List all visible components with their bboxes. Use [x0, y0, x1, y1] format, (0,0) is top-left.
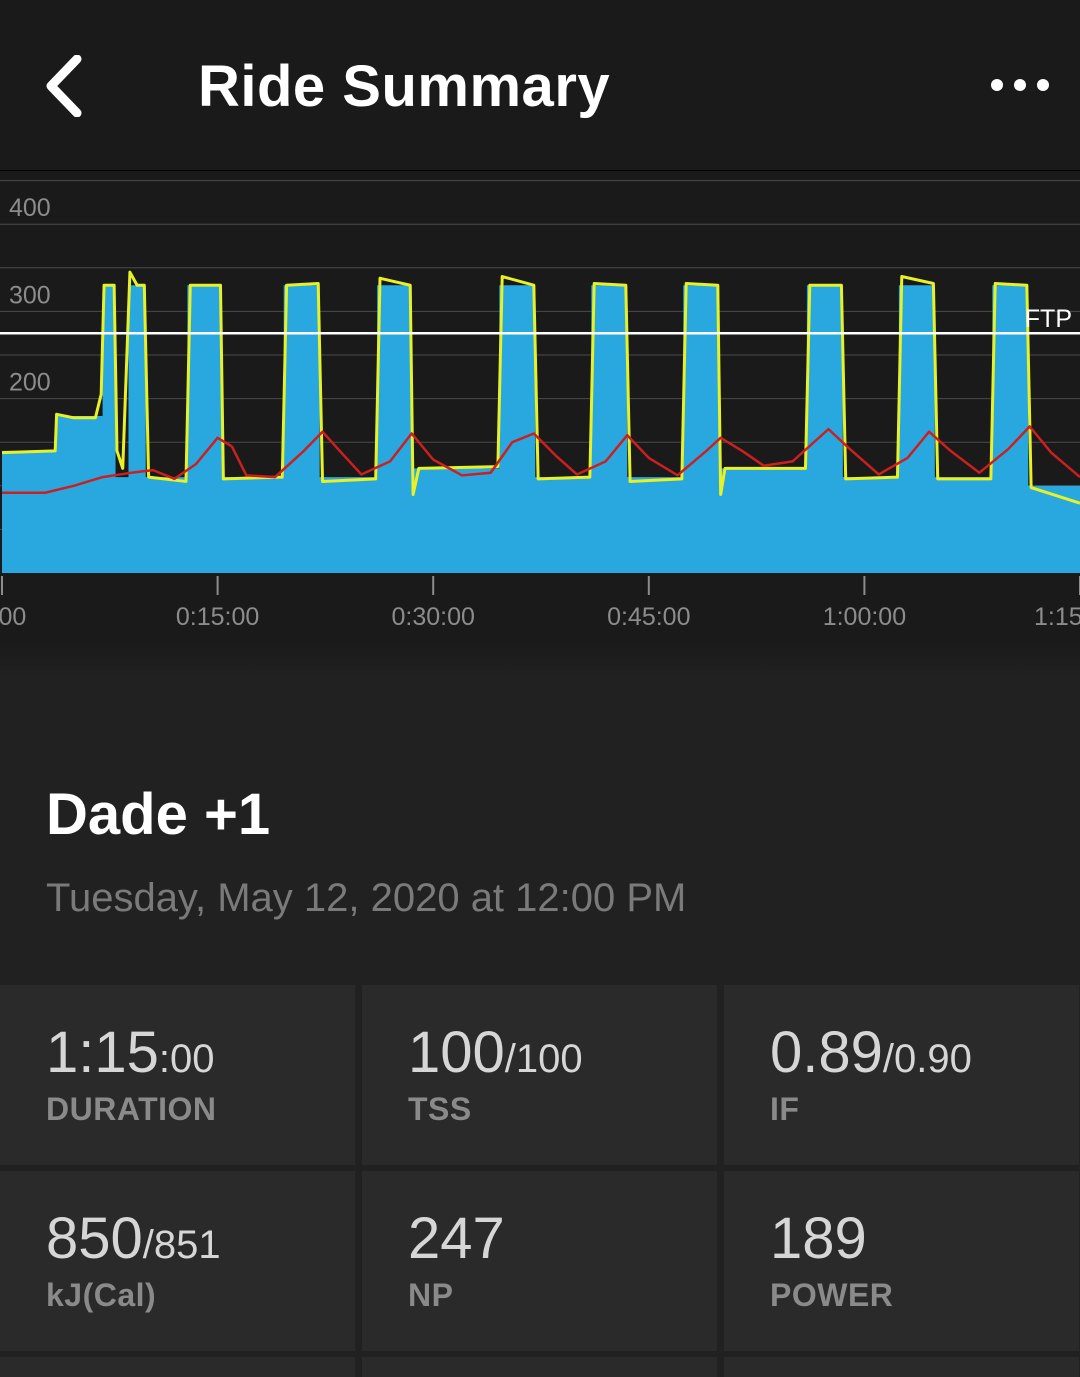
stat-value-secondary: /0.90 — [882, 1037, 972, 1081]
stat-value-main: 850 — [46, 1206, 143, 1271]
stat-row-partial — [0, 1357, 355, 1377]
y-tick-label: 300 — [9, 281, 51, 309]
stat-value: 247 — [408, 1207, 505, 1277]
stat-label: DURATION — [46, 1091, 217, 1127]
stat-label: kJ(Cal) — [46, 1277, 157, 1313]
x-tick-label: 1:00:00 — [823, 603, 906, 631]
stat-value: 189 — [770, 1207, 867, 1277]
stat-label: IF — [770, 1091, 800, 1127]
stat-value: 0.89/0.90 — [770, 1021, 972, 1091]
x-tick-label: 0:45:00 — [607, 603, 690, 631]
app-header: Ride Summary — [0, 0, 1080, 171]
chart-shadow — [0, 640, 1080, 680]
workout-title: Dade +1 — [46, 782, 271, 847]
stat-value-secondary: /100 — [504, 1037, 583, 1081]
power-chart-svg: 500400300200FTP0:000:15:000:30:000:45:00… — [0, 170, 1080, 631]
ftp-label: FTP — [1025, 305, 1072, 333]
stat-power: 189 POWER — [724, 1171, 1079, 1351]
x-tick-label: 0:00 — [0, 603, 26, 631]
y-tick-label: 400 — [9, 194, 51, 222]
stat-value-secondary: :00 — [158, 1037, 215, 1081]
stat-value-main: 247 — [408, 1206, 505, 1271]
stat-row-partial — [362, 1357, 717, 1377]
power-chart[interactable]: 500400300200FTP0:000:15:000:30:000:45:00… — [0, 170, 1080, 660]
stat-row-partial — [724, 1357, 1079, 1377]
workout-date: Tuesday, May 12, 2020 at 12:00 PM — [46, 876, 687, 920]
stat-energy: 850/851 kJ(Cal) — [0, 1171, 355, 1351]
stat-tss: 100/100 TSS — [362, 985, 717, 1165]
back-button[interactable] — [28, 48, 98, 124]
stat-label: NP — [408, 1277, 454, 1313]
more-options-button[interactable] — [980, 60, 1060, 110]
heart-rate-line — [2, 425, 1080, 495]
stat-label: POWER — [770, 1277, 894, 1313]
stat-value-main: 100 — [408, 1020, 505, 1085]
stat-value-main: 189 — [770, 1206, 867, 1271]
y-tick-label: 200 — [9, 369, 51, 397]
stat-duration: 1:15:00 DURATION — [0, 985, 355, 1165]
stat-if: 0.89/0.90 IF — [724, 985, 1079, 1165]
x-tick-label: 0:30:00 — [391, 603, 474, 631]
chevron-left-icon — [46, 55, 82, 117]
stat-np: 247 NP — [362, 1171, 717, 1351]
x-tick-label: 0:15:00 — [176, 603, 259, 631]
stat-value-main: 0.89 — [770, 1020, 883, 1085]
actual-power-line — [1, 270, 1080, 505]
stat-value: 1:15:00 — [46, 1021, 215, 1091]
more-dot — [1014, 79, 1026, 91]
planned-power-area — [2, 285, 1080, 573]
stat-label: TSS — [408, 1091, 472, 1127]
more-dots-icon — [991, 79, 1003, 91]
more-dot — [1037, 79, 1049, 91]
stat-value-main: 1:15 — [46, 1020, 159, 1085]
page-title: Ride Summary — [198, 54, 611, 119]
stat-value: 850/851 — [46, 1207, 221, 1277]
stat-value-secondary: /851 — [142, 1223, 221, 1267]
stat-value: 100/100 — [408, 1021, 583, 1091]
x-tick-label: 1:15 — [1034, 603, 1080, 631]
